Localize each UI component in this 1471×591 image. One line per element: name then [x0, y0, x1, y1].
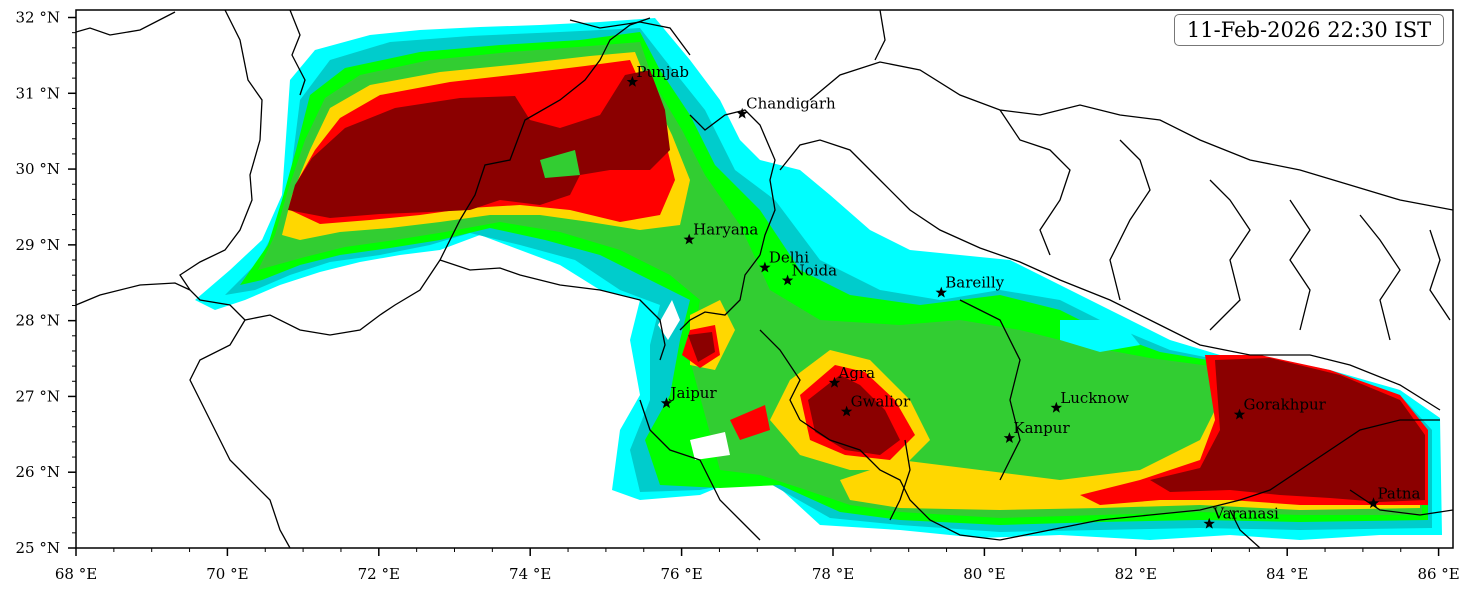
city-label: Bareilly	[945, 274, 1004, 292]
precip-gap	[1060, 320, 1140, 352]
x-tick-label: 86 °E	[1417, 565, 1459, 583]
city-label: Jaipur	[668, 384, 717, 402]
precip-gap	[540, 150, 580, 178]
contour-level-7	[688, 332, 715, 362]
x-tick-label: 78 °E	[812, 565, 854, 583]
city-star-icon	[1003, 432, 1016, 443]
city-label: Patna	[1377, 484, 1420, 502]
city-label: Noida	[792, 261, 838, 279]
city-star-icon	[660, 397, 673, 409]
city-label: Gorakhpur	[1244, 396, 1327, 414]
x-tick-label: 84 °E	[1266, 565, 1308, 583]
city-label: Haryana	[693, 221, 758, 239]
city-star-icon	[1367, 497, 1380, 509]
y-tick-label: 25 °N	[16, 539, 60, 557]
city-label: Gwalior	[851, 393, 911, 411]
contour-level-7	[1150, 358, 1425, 502]
x-tick-label: 72 °E	[358, 565, 400, 583]
x-tick-label: 80 °E	[963, 565, 1005, 583]
precipitation-field	[195, 18, 1442, 540]
precip-gap	[690, 432, 730, 460]
precip-gap	[658, 300, 680, 340]
y-tick-label: 27 °N	[16, 387, 60, 405]
city-star-icon	[1233, 408, 1246, 420]
y-tick-label: 30 °N	[16, 160, 60, 178]
axis-labels: 68 °E 70 °E 72 °E 74 °E 76 °E 78 °E 80 °E 82 °E…	[16, 9, 1460, 584]
city-star-icon	[626, 75, 639, 87]
city-star-icon	[1050, 401, 1062, 413]
city-star-icon	[935, 286, 947, 298]
city-label: Delhi	[769, 249, 809, 267]
x-tick-label: 74 °E	[509, 565, 551, 583]
x-tick-label: 68 °E	[55, 565, 97, 583]
city-label: Chandigarh	[746, 95, 836, 113]
city-star-icon	[828, 376, 841, 388]
y-tick-label: 32 °N	[16, 9, 60, 27]
x-tick-label: 76 °E	[660, 565, 702, 583]
city-star-icon	[683, 233, 695, 245]
city-star-icon	[1203, 517, 1215, 529]
city-star-icon	[759, 261, 771, 273]
y-tick-label: 26 °N	[16, 463, 60, 481]
city-label: Agra	[838, 364, 876, 382]
city-star-icon	[840, 405, 853, 417]
axis-ticks	[68, 16, 1440, 556]
city-label: Punjab	[636, 63, 689, 81]
contour-level-6	[730, 405, 770, 440]
timestamp-text: 11-Feb-2026 22:30 IST	[1186, 18, 1432, 42]
contour-level-7	[808, 375, 900, 455]
city-star-icon	[781, 274, 794, 286]
y-tick-label: 28 °N	[16, 312, 60, 330]
boundary-lines	[76, 10, 1453, 548]
y-tick-label: 31 °N	[16, 84, 60, 102]
x-tick-label: 70 °E	[206, 565, 248, 583]
city-label: Kanpur	[1013, 419, 1070, 437]
x-tick-label: 82 °E	[1115, 565, 1157, 583]
plot-frame	[75, 9, 1454, 549]
city-label: Varanasi	[1212, 505, 1279, 523]
city-star-icon	[736, 107, 748, 119]
y-tick-label: 29 °N	[16, 236, 60, 254]
city-label: Lucknow	[1060, 389, 1129, 407]
contour-level-7	[288, 70, 670, 218]
timestamp-label: 11-Feb-2026 22:30 IST	[1174, 14, 1444, 46]
